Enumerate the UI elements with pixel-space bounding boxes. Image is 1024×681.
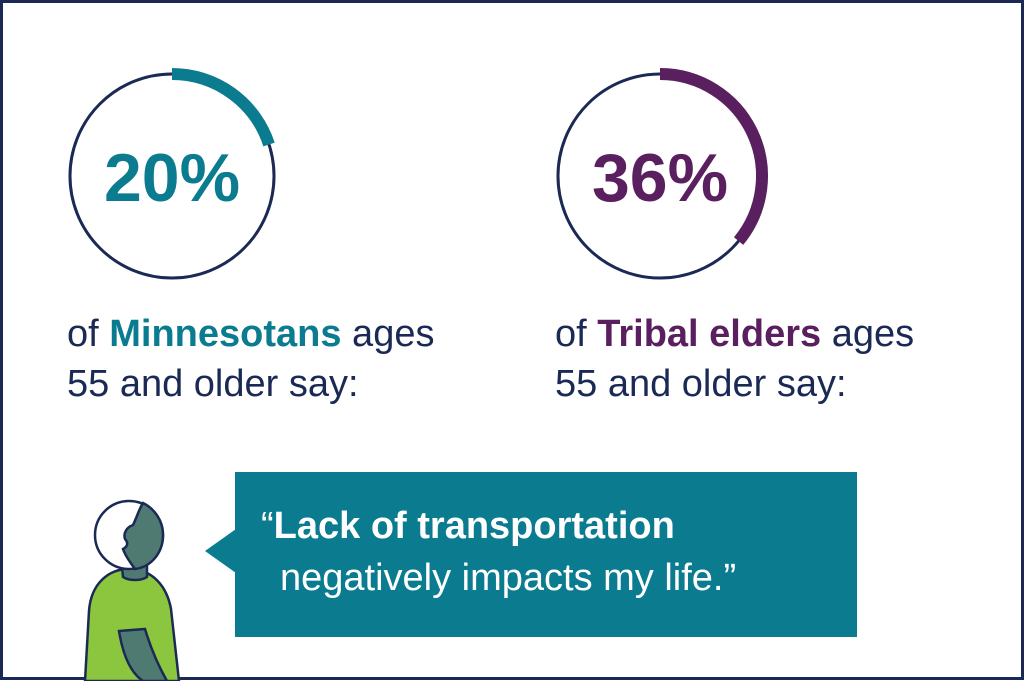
caption-post-minnesotans: ages	[341, 313, 435, 355]
quote-line2: negatively impacts my life.”	[280, 557, 737, 599]
caption-minnesotans: of Minnesotans ages 55 and older say:	[67, 309, 434, 409]
percent-tribal-elders: 36%	[591, 140, 729, 216]
caption-line2-minnesotans: 55 and older say:	[67, 363, 359, 405]
ring-arc-minnesotans	[171, 68, 275, 147]
quote-bold: Lack of transportation	[273, 505, 675, 547]
caption-pre-tribal-elders: of	[555, 313, 598, 355]
percent-minnesotans: 20%	[103, 140, 241, 216]
person-arm	[117, 627, 169, 681]
person-face	[121, 501, 165, 571]
caption-group-minnesotans: Minnesotans	[109, 313, 342, 355]
caption-tribal-elders: of Tribal elders ages 55 and older say:	[555, 309, 914, 409]
speech-bubble	[235, 472, 857, 637]
caption-line2-tribal-elders: 55 and older say:	[555, 363, 847, 405]
speech-bubble-tail	[205, 529, 236, 573]
ring-arc-tribal-elders	[659, 68, 768, 245]
donut-ring-tribal-elders	[556, 68, 768, 280]
caption-pre-minnesotans: of	[67, 313, 110, 355]
caption-post-tribal-elders: ages	[821, 313, 915, 355]
donut-ring-minnesotans	[68, 68, 276, 280]
quote-line1: “Lack of transportation	[261, 500, 736, 552]
person-speaking-icon	[83, 499, 181, 681]
quote-open-mark: “	[261, 505, 274, 547]
caption-group-tribal-elders: Tribal elders	[597, 313, 822, 355]
quote-text: “Lack of transportation negatively impac…	[261, 500, 736, 604]
